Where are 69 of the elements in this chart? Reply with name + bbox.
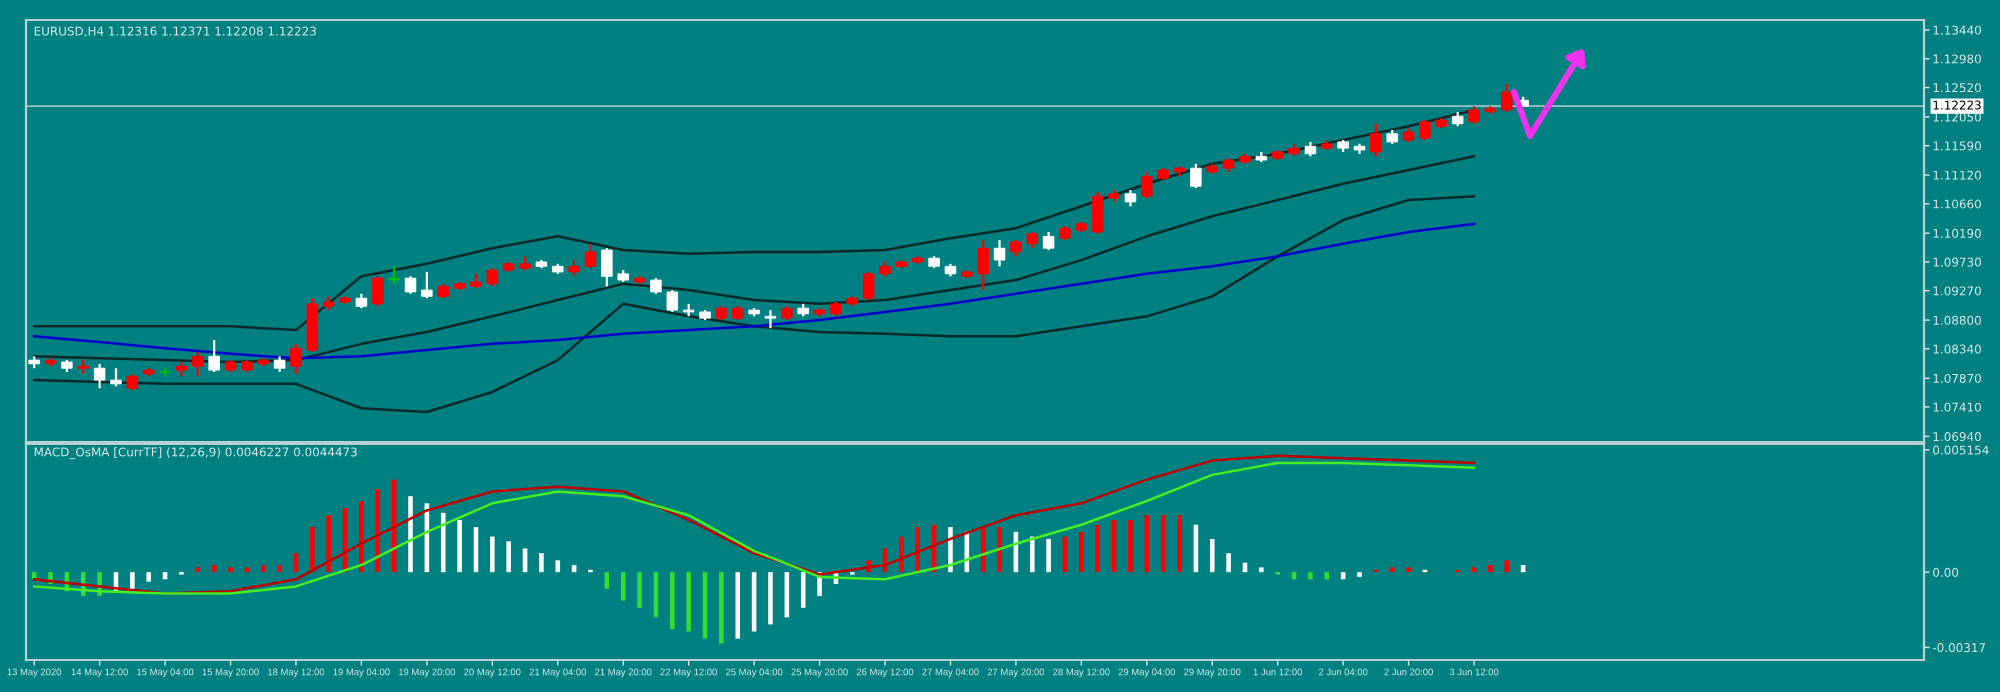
bar [1079, 531, 1084, 573]
bar [359, 500, 364, 573]
bar [146, 572, 152, 582]
bar [277, 565, 282, 573]
candlestick [862, 270, 875, 302]
candlestick [290, 342, 302, 375]
bar [1324, 572, 1330, 580]
candlestick [93, 362, 106, 390]
bar [326, 515, 331, 573]
candlestick [1190, 162, 1202, 190]
candlestick [306, 297, 319, 354]
bar [1046, 538, 1051, 573]
candlestick [1419, 118, 1431, 142]
bar [555, 560, 561, 573]
bar [1504, 560, 1510, 573]
candlestick [372, 275, 384, 308]
bar [620, 572, 626, 601]
bar [1209, 538, 1215, 573]
bar [686, 572, 691, 632]
bar [244, 567, 250, 573]
bar [1308, 572, 1313, 580]
bar [1259, 567, 1264, 573]
bar [915, 527, 921, 573]
bar [1095, 524, 1101, 573]
candlestick [977, 238, 989, 292]
bar [1128, 519, 1133, 573]
candlestick [601, 247, 613, 288]
candlestick [110, 367, 122, 388]
line-series [32, 155, 1476, 364]
bar [997, 527, 1002, 573]
bar [457, 519, 462, 573]
candlestick [1042, 230, 1055, 252]
bar [1226, 553, 1231, 573]
bar [408, 496, 413, 573]
candlestick [421, 270, 433, 300]
bar [1029, 536, 1035, 573]
bar [899, 536, 904, 573]
candlestick [584, 242, 597, 270]
bar [719, 572, 724, 644]
bar [260, 565, 266, 573]
bar [1177, 515, 1182, 573]
bar [130, 572, 135, 589]
candlestick [1091, 190, 1104, 235]
candlestick [1501, 82, 1513, 114]
bar [506, 541, 511, 573]
bar [195, 567, 201, 573]
candlestick [993, 238, 1006, 268]
bar [1471, 567, 1477, 573]
bar [440, 512, 446, 573]
candlestick [666, 288, 679, 314]
bar [768, 572, 773, 625]
bar [1406, 567, 1411, 573]
bar [1488, 565, 1493, 573]
bar [490, 536, 495, 573]
bar [375, 489, 381, 573]
candlestick [764, 308, 777, 330]
bar [735, 572, 741, 639]
candlestick [1141, 170, 1153, 200]
bar [670, 572, 675, 630]
bar [228, 567, 233, 573]
candlestick [1370, 122, 1382, 158]
line-series [32, 195, 1476, 414]
candlestick [192, 350, 204, 378]
bar [637, 572, 642, 608]
candlestick [486, 267, 499, 288]
bar [310, 527, 315, 573]
bar [1389, 567, 1395, 573]
bar [539, 553, 544, 573]
candlestick [208, 338, 220, 374]
